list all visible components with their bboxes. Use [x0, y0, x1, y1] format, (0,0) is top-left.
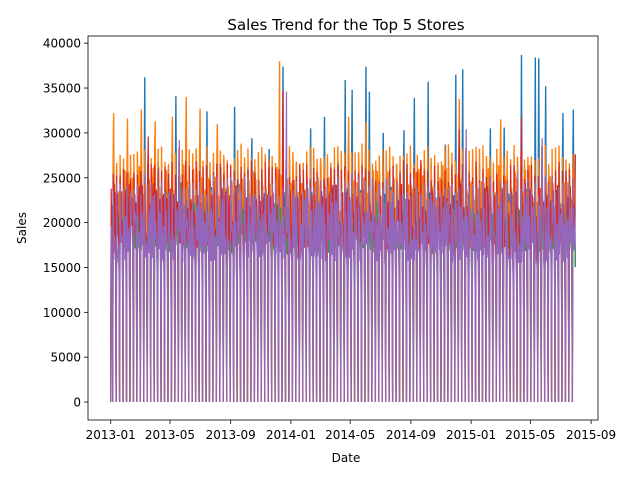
y-tick-label: 40000	[43, 37, 81, 51]
x-tick-label: 2013-05	[145, 428, 195, 442]
x-axis-label: Date	[332, 451, 361, 465]
x-tick-label: 2013-09	[206, 428, 256, 442]
y-tick-label: 25000	[43, 171, 81, 185]
plot-frame	[87, 35, 599, 421]
y-tick-label: 20000	[43, 216, 81, 230]
y-tick-label: 30000	[43, 126, 81, 140]
y-tick-label: 35000	[43, 82, 81, 96]
y-tick-label: 5000	[50, 351, 81, 365]
y-axis-label: Sales	[15, 212, 29, 244]
x-tick-label: 2014-09	[386, 428, 436, 442]
chart-title: Sales Trend for the Top 5 Stores	[227, 16, 464, 34]
x-tick-label: 2015-09	[566, 428, 616, 442]
y-tick-label: 0	[73, 396, 81, 410]
x-tick-label: 2015-05	[505, 428, 555, 442]
y-tick-label: 10000	[43, 306, 81, 320]
x-tick-label: 2013-01	[86, 428, 136, 442]
x-tick-label: 2014-01	[266, 428, 316, 442]
series-line-5	[110, 91, 576, 403]
x-tick-label: 2014-05	[325, 428, 375, 442]
y-tick-label: 15000	[43, 261, 81, 275]
series-layer	[110, 54, 576, 403]
x-tick-label: 2015-01	[446, 428, 496, 442]
tick-layer: 2013-01 2013-05 2013-09 2014-01 2014-05 2014-…	[43, 37, 616, 442]
